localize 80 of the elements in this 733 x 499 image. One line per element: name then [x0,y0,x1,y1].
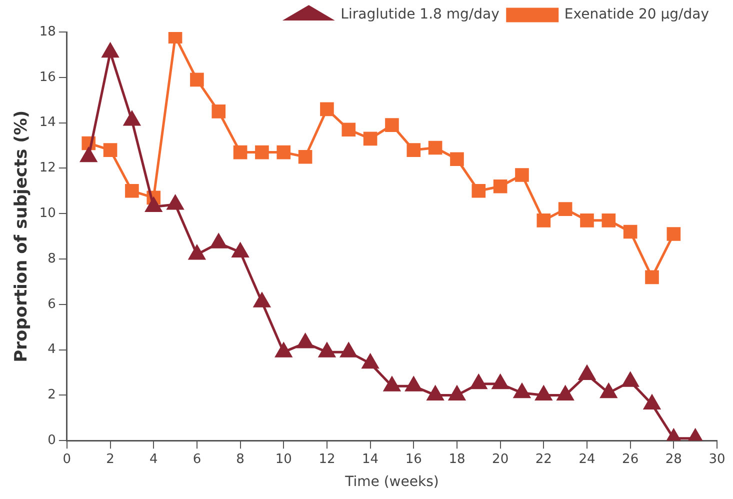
x-tick-label: 14 [362,452,379,467]
y-tick-label: 14 [39,115,56,130]
point [168,32,182,44]
point [363,132,378,146]
point [385,118,399,132]
point [125,184,139,198]
point [362,354,378,369]
point [578,366,596,380]
x-tick-label: 22 [535,452,552,467]
point [318,342,336,358]
point [210,234,227,248]
point [472,184,486,198]
y-tick-label: 8 [48,251,56,266]
x-tick-label: 10 [275,452,292,467]
x-tick-label: 8 [236,452,244,467]
x-tick-label: 28 [665,452,682,467]
x-tick-label: 30 [708,452,726,467]
point [600,384,617,398]
point [558,202,572,216]
point [145,198,162,212]
point [535,386,552,400]
point [514,384,530,398]
x-tick-label: 26 [622,452,639,467]
point [188,245,206,260]
x-tick-label: 4 [149,452,158,467]
point [448,386,466,400]
point [342,122,356,137]
point [428,140,442,155]
point [254,292,270,308]
point [340,342,357,358]
point [405,376,422,392]
point [190,72,204,87]
x-axis-title: Time (weeks) [344,474,439,490]
point [450,152,464,166]
point [515,168,529,182]
point [232,242,248,258]
x-tick-label: 16 [405,452,422,467]
x-tick-label: 6 [192,452,202,467]
x-tick-label: 20 [492,452,509,467]
point [492,374,508,390]
point [320,102,334,116]
y-tick-label: 16 [39,70,56,85]
y-tick-label: 0 [48,432,56,448]
point [406,143,421,157]
point [255,145,269,160]
point [580,214,594,228]
point [536,214,551,228]
legend-label: Exenatide 20 µg/day [564,6,710,23]
point [103,143,118,157]
y-tick-label: 6 [48,296,56,312]
point [298,150,312,164]
point [557,386,574,400]
x-tick-label: 2 [106,452,114,467]
x-tick-label: 18 [448,452,466,467]
point [212,104,226,118]
point [233,145,248,160]
point [644,395,660,410]
point [493,179,508,194]
point [622,372,639,387]
point [645,270,659,284]
y-tick-label: 12 [39,160,56,176]
y-tick-label: 18 [39,24,56,40]
x-tick-label: 24 [578,452,596,467]
point [276,145,291,160]
y-tick-label: 4 [48,342,56,358]
y-tick-label: 2 [48,388,56,403]
point [275,342,292,358]
legend-label: Liraglutide 1.8 mg/day [340,6,500,23]
point [167,195,184,210]
point [297,334,314,348]
y-axis-title: Proportion of subjects (%) [12,110,32,362]
x-tick-label: 0 [62,452,72,467]
point [427,386,444,400]
point [470,374,487,390]
y-tick-label: 10 [39,206,56,221]
x-tick-label: 12 [318,452,336,467]
point [602,214,616,228]
point [384,376,400,392]
point [666,227,681,241]
point [623,224,638,239]
